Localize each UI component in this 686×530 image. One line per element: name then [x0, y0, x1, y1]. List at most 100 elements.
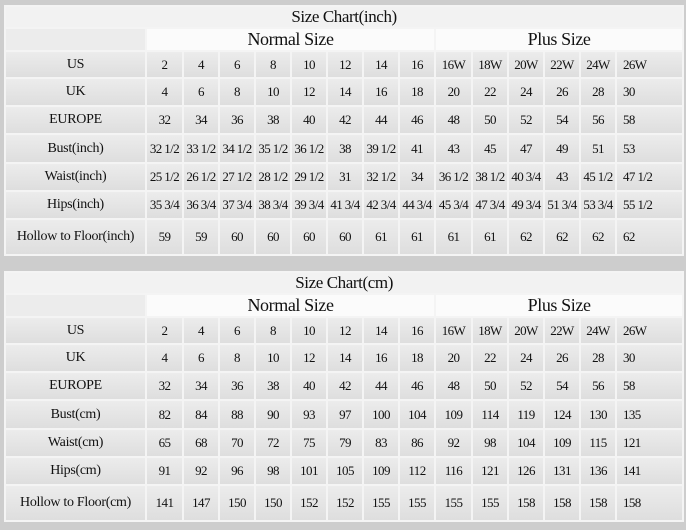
size-cell: 59 — [145, 218, 184, 256]
size-cell: 10 — [290, 50, 328, 79]
size-cell: 18W — [471, 50, 509, 79]
size-cell: 36 1/2 — [434, 162, 473, 192]
size-cell: 2 — [145, 316, 184, 345]
size-cell: 100 — [362, 399, 400, 430]
size-cell: 135 — [614, 399, 685, 430]
size-cell: 49 — [543, 133, 581, 164]
size-cell: 158 — [543, 484, 581, 522]
size-cell: 14 — [362, 50, 400, 79]
size-cell: 61 — [434, 218, 473, 256]
size-cell: 34 — [398, 162, 436, 192]
size-cell: 36 — [218, 105, 256, 135]
size-cell: 41 — [398, 133, 436, 164]
title-row: Size Chart(inch) — [3, 5, 685, 29]
size-cell: 90 — [254, 399, 292, 430]
size-cell: 38 1/2 — [471, 162, 509, 192]
size-cell: 91 — [145, 456, 184, 486]
size-cell: 38 3/4 — [254, 190, 292, 220]
size-cell: 115 — [579, 428, 617, 458]
size-cell: 16W — [434, 50, 473, 79]
size-cell: 93 — [290, 399, 328, 430]
size-cell: 42 — [326, 371, 364, 401]
row-label: US — [4, 50, 147, 79]
size-cell: 84 — [182, 399, 220, 430]
size-cell: 65 — [145, 428, 184, 458]
size-cell: 92 — [434, 428, 473, 458]
size-cell: 32 1/2 — [362, 162, 400, 192]
size-cell: 158 — [614, 484, 685, 522]
size-cell: 41 3/4 — [326, 190, 364, 220]
size-cell: 58 — [614, 105, 685, 135]
size-cell: 39 3/4 — [290, 190, 328, 220]
size-cell: 75 — [290, 428, 328, 458]
size-cell: 105 — [326, 456, 364, 486]
size-cell: 6 — [182, 77, 220, 107]
size-cell: 104 — [398, 399, 436, 430]
blank-header-cell — [4, 293, 147, 318]
plus-size-header: Plus Size — [433, 27, 685, 52]
size-cell: 72 — [254, 428, 292, 458]
size-cell: 12 — [290, 343, 328, 373]
size-cell: 14 — [362, 316, 400, 345]
size-cell: 40 — [290, 105, 328, 135]
size-cell: 92 — [182, 456, 220, 486]
size-cell: 44 — [362, 105, 400, 135]
table-row: Hollow to Floor(cm) 141 147 150 150 152 152 155… — [4, 484, 685, 522]
size-cell: 26 1/2 — [182, 162, 220, 192]
table-row: Waist(cm) 65 68 70 72 75 79 83 86 92 98 104 109 115 12… — [4, 428, 685, 458]
normal-size-header: Normal Size — [145, 293, 436, 318]
size-cell: 22 — [471, 77, 509, 107]
size-cell: 29 1/2 — [290, 162, 328, 192]
size-cell: 4 — [145, 77, 184, 107]
size-cell: 104 — [507, 428, 545, 458]
row-label: UK — [4, 343, 147, 373]
size-cell: 121 — [614, 428, 685, 458]
table-row: EUROPE 32 34 36 38 40 42 44 46 48 50 52 54 56 58 — [4, 371, 685, 401]
size-cell: 40 — [290, 371, 328, 401]
size-cell: 130 — [579, 399, 617, 430]
size-cell: 62 — [579, 218, 617, 256]
size-cell: 28 — [579, 343, 617, 373]
table-row: UK 4 6 8 10 12 14 16 18 20 22 24 26 28 30 — [4, 343, 685, 373]
size-cell: 16 — [362, 77, 400, 107]
table-row: US 2 4 6 8 10 12 14 16 16W 18W 20W 22W 24W 26W — [4, 316, 685, 345]
size-cell: 24W — [579, 50, 617, 79]
size-cell: 16 — [398, 316, 436, 345]
size-cell: 109 — [434, 399, 473, 430]
size-cell: 109 — [362, 456, 400, 486]
size-cell: 155 — [471, 484, 509, 522]
size-cell: 20W — [507, 316, 545, 345]
size-cell: 10 — [254, 343, 292, 373]
size-cell: 20 — [434, 343, 473, 373]
size-cell: 56 — [579, 105, 617, 135]
size-cell: 8 — [254, 316, 292, 345]
size-cell: 12 — [290, 77, 328, 107]
size-cell: 43 — [543, 162, 581, 192]
size-cell: 22W — [543, 316, 581, 345]
table-row: US 2 4 6 8 10 12 14 16 16W 18W 20W 22W 24W 26W — [4, 50, 685, 79]
plus-size-header: Plus Size — [433, 293, 685, 318]
size-cell: 42 — [326, 105, 364, 135]
title-row: Size Chart(cm) — [3, 271, 685, 295]
size-cell: 2 — [145, 50, 184, 79]
size-cell: 96 — [218, 456, 256, 486]
size-cell: 16 — [362, 343, 400, 373]
size-cell: 33 1/2 — [182, 133, 220, 164]
blank-header-cell — [4, 27, 147, 52]
table-row: Hips(cm) 91 92 96 98 101 105 109 112 116 121 126 131… — [4, 456, 685, 486]
size-cell: 112 — [398, 456, 436, 486]
size-cell: 18 — [398, 77, 436, 107]
row-label: EUROPE — [4, 371, 147, 401]
size-cell: 52 — [507, 105, 545, 135]
size-cell: 62 — [614, 218, 685, 256]
size-cell: 45 1/2 — [579, 162, 617, 192]
size-cell: 35 1/2 — [254, 133, 292, 164]
size-cell: 47 — [507, 133, 545, 164]
table-row: Bust(inch) 32 1/2 33 1/2 34 1/2 35 1/2 36 1/2… — [4, 133, 685, 164]
row-label: Hollow to Floor(cm) — [4, 484, 147, 522]
size-cell: 98 — [254, 456, 292, 486]
row-label: Waist(inch) — [4, 162, 147, 192]
size-cell: 53 3/4 — [579, 190, 617, 220]
size-cell: 18 — [398, 343, 436, 373]
size-chart-inch-table: Size Chart(inch) Normal Size Plus Size US 2 4… — [3, 5, 685, 256]
